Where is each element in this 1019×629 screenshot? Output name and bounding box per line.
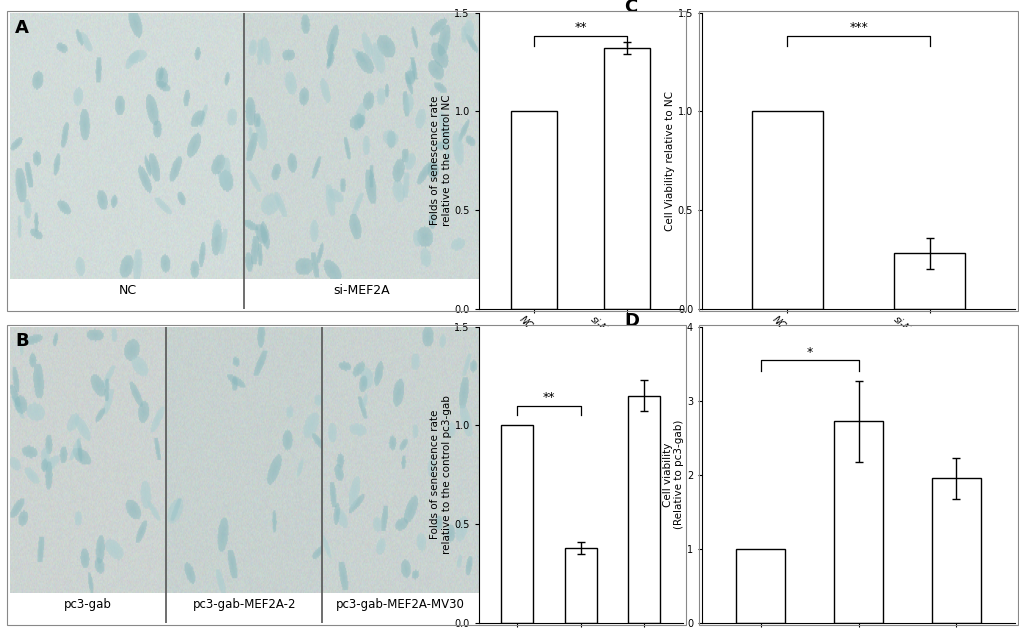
Y-axis label: Folds of senescence rate
relative to the control NC: Folds of senescence rate relative to the… [430, 95, 451, 226]
Text: pc3-gab-MEF2A-2: pc3-gab-MEF2A-2 [193, 598, 296, 611]
Bar [511, 111, 557, 309]
Bar [565, 548, 596, 623]
Text: ***: *** [849, 21, 867, 35]
Text: *: * [806, 346, 812, 359]
Bar [894, 253, 964, 309]
Text: D: D [624, 312, 638, 330]
Text: A: A [15, 18, 29, 36]
Bar [736, 548, 785, 623]
Text: NC: NC [118, 284, 137, 297]
Text: **: ** [542, 391, 554, 404]
Text: B: B [15, 333, 29, 350]
Bar [500, 425, 532, 623]
Y-axis label: Cell Viability relative to NC: Cell Viability relative to NC [664, 91, 675, 231]
Bar [628, 396, 659, 623]
Text: **: ** [574, 21, 586, 35]
Bar [931, 478, 979, 623]
Bar [834, 421, 882, 623]
Y-axis label: Folds of senescence rate
relative to the control pc3-gab: Folds of senescence rate relative to the… [430, 395, 451, 554]
Text: pc3-gab: pc3-gab [64, 598, 112, 611]
Bar [751, 111, 822, 309]
Text: pc3-gab-MEF2A-MV30: pc3-gab-MEF2A-MV30 [336, 598, 465, 611]
Text: si-MEF2A: si-MEF2A [333, 284, 389, 297]
Text: C: C [624, 0, 637, 16]
Bar [603, 48, 649, 309]
Y-axis label: Cell viability
(Relative to pc3-gab): Cell viability (Relative to pc3-gab) [662, 420, 684, 530]
